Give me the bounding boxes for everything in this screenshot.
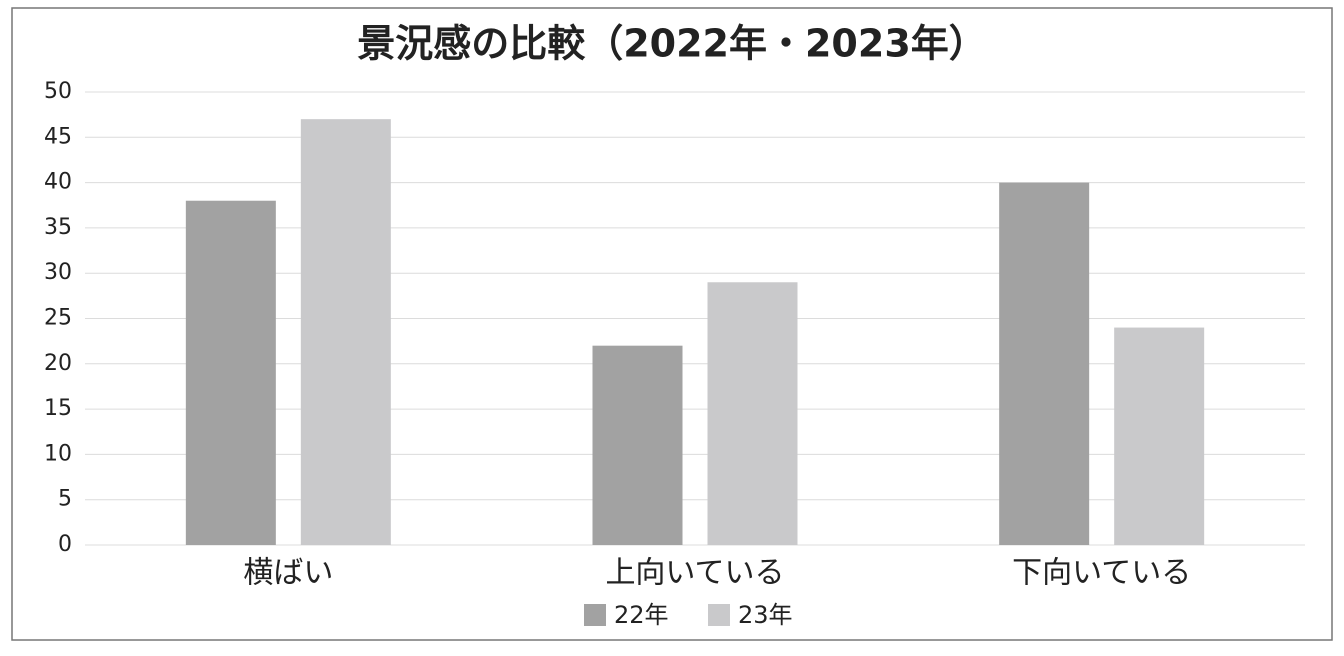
y-tick-label: 35: [44, 215, 72, 240]
bar: [185, 200, 276, 545]
y-tick-label: 30: [44, 260, 72, 285]
y-tick-label: 0: [58, 532, 72, 557]
y-tick-label: 25: [44, 306, 72, 331]
y-tick-label: 10: [44, 441, 72, 466]
legend-swatch: [584, 604, 606, 626]
y-tick-label: 45: [44, 124, 72, 149]
chart-title: 景況感の比較（2022年・2023年）: [357, 22, 987, 66]
legend-label: 22年: [614, 601, 669, 629]
legend-swatch: [708, 604, 730, 626]
bar: [300, 119, 391, 546]
x-tick-label: 下向いている: [1012, 556, 1191, 591]
bar: [592, 345, 683, 545]
y-tick-label: 5: [58, 487, 72, 512]
bar: [999, 182, 1090, 545]
bar: [1114, 327, 1205, 545]
legend-label: 23年: [738, 601, 793, 629]
x-tick-label: 上向いている: [605, 556, 784, 591]
y-tick-label: 50: [44, 79, 72, 104]
bar: [707, 282, 798, 545]
y-tick-label: 40: [44, 170, 72, 195]
y-tick-label: 20: [44, 351, 72, 376]
y-tick-label: 15: [44, 396, 72, 421]
x-tick-label: 横ばい: [243, 556, 333, 591]
